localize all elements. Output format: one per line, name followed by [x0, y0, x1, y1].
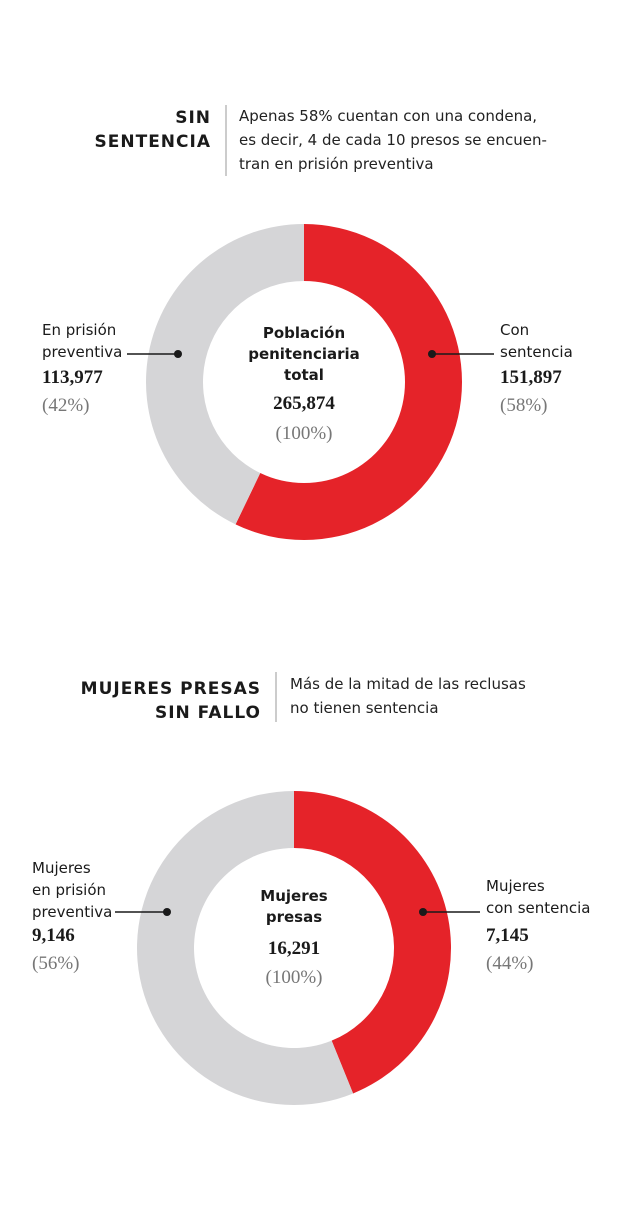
- leader-dot: [419, 908, 427, 916]
- value-label: 9,146: [32, 925, 75, 946]
- section-subtitle: Más de la mitad de las reclusas no tiene…: [290, 675, 526, 717]
- section-title: SIN SENTENCIA: [94, 108, 211, 152]
- category-label: Mujeres con sentencia: [486, 877, 591, 917]
- donut-slice: [145, 224, 304, 525]
- leader-dot: [163, 908, 171, 916]
- section-title: MUJERES PRESAS SIN FALLO: [80, 679, 261, 723]
- percent-label: (44%): [486, 953, 534, 974]
- center-label: Población penitenciaria total: [248, 324, 360, 384]
- percent-label: (58%): [500, 395, 548, 416]
- leader-dot: [174, 350, 182, 358]
- leader-dot: [428, 350, 436, 358]
- center-label: Mujeres presas: [260, 887, 328, 926]
- total-percent: (100%): [265, 967, 323, 988]
- percent-label: (42%): [42, 395, 90, 416]
- donut-slice: [235, 224, 462, 540]
- total-value: 265,874: [273, 393, 335, 414]
- category-label: En prisión preventiva: [42, 321, 123, 361]
- percent-label: (56%): [32, 953, 80, 974]
- total-value: 16,291: [267, 938, 321, 959]
- total-percent: (100%): [275, 423, 333, 444]
- donut-slice: [294, 791, 452, 1094]
- value-label: 113,977: [42, 367, 103, 388]
- value-label: 151,897: [500, 367, 562, 388]
- category-label: Con sentencia: [500, 321, 573, 361]
- value-label: 7,145: [486, 925, 529, 946]
- section-subtitle: Apenas 58% cuentan con una condena, es d…: [239, 107, 547, 173]
- category-label: Mujeres en prisión preventiva: [32, 859, 113, 921]
- donut-slice: [137, 791, 354, 1105]
